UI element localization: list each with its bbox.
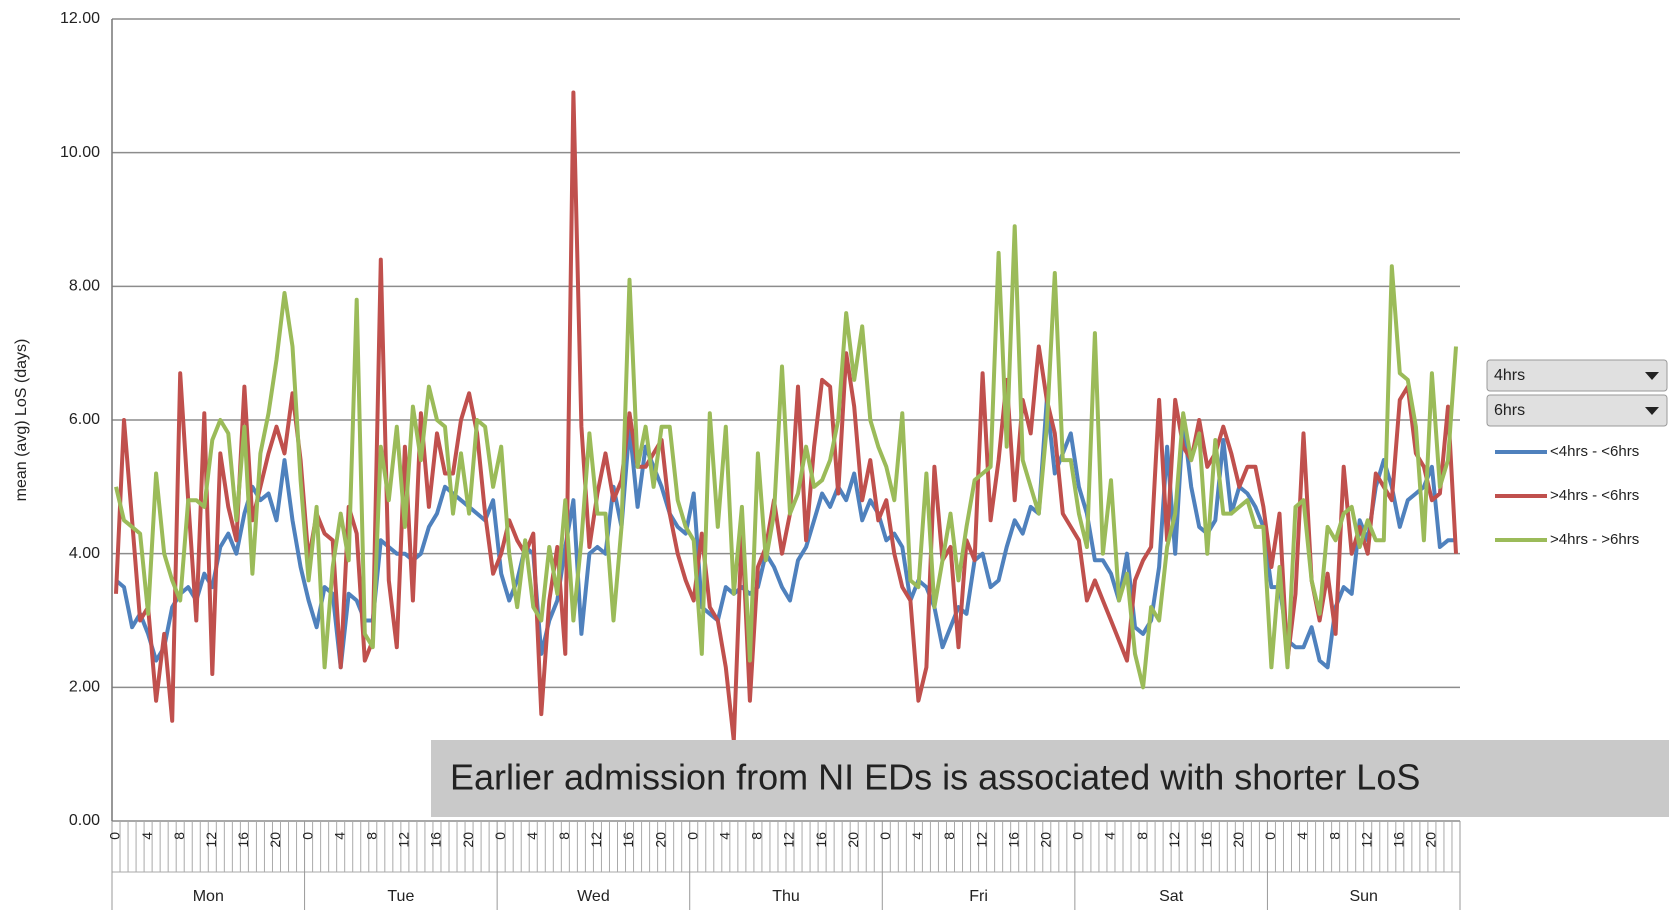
- x-tick-label: 4: [1294, 832, 1310, 840]
- x-tick-label: 20: [1230, 832, 1246, 848]
- x-tick-label: 8: [363, 832, 379, 840]
- x-tick-label: 0: [877, 832, 893, 840]
- x-tick-label: 4: [717, 832, 733, 840]
- x-tick-label: 12: [203, 832, 219, 848]
- day-label: Mon: [193, 888, 224, 905]
- x-tick-label: 12: [973, 832, 989, 848]
- series-line: [114, 224, 1458, 690]
- day-label: Thu: [772, 888, 800, 905]
- legend-label: >4hrs - >6hrs: [1550, 531, 1639, 548]
- x-tick-label: 8: [941, 832, 957, 840]
- x-tick-label: 20: [267, 832, 283, 848]
- x-tick-label: 12: [1358, 832, 1374, 848]
- filter-label: 4hrs: [1494, 367, 1525, 384]
- x-tick-label: 8: [1326, 832, 1342, 840]
- x-tick-label: 8: [749, 832, 765, 840]
- day-label: Sun: [1349, 888, 1377, 905]
- y-tick-label: 12.00: [60, 10, 100, 27]
- y-tick-label: 10.00: [60, 144, 100, 161]
- day-label: Sat: [1159, 888, 1184, 905]
- x-tick-label: 4: [909, 832, 925, 840]
- filter-label: 6hrs: [1494, 402, 1525, 419]
- x-tick-label: 4: [524, 832, 540, 840]
- x-tick-label: 4: [1102, 832, 1118, 840]
- x-tick-label: 4: [139, 832, 155, 840]
- x-tick-label: 16: [428, 832, 444, 848]
- day-label: Tue: [387, 888, 414, 905]
- dropdown-arrow: [1645, 372, 1659, 380]
- y-tick-label: 6.00: [69, 411, 100, 428]
- x-tick-label: 8: [171, 832, 187, 840]
- x-tick-label: 4: [331, 832, 347, 840]
- legend-label: <4hrs - <6hrs: [1550, 443, 1639, 460]
- annotation-box: [431, 740, 1669, 817]
- y-tick-label: 0.00: [69, 812, 100, 829]
- x-tick-label: 12: [781, 832, 797, 848]
- series-line: [114, 90, 1458, 743]
- x-tick-label: 0: [492, 832, 508, 840]
- day-label: Wed: [577, 888, 610, 905]
- x-tick-label: 16: [813, 832, 829, 848]
- x-tick-label: 0: [1262, 832, 1278, 840]
- x-tick-label: 12: [1166, 832, 1182, 848]
- x-tick-label: 16: [235, 832, 251, 848]
- x-tick-label: 0: [107, 832, 123, 840]
- x-tick-label: 0: [1070, 832, 1086, 840]
- y-tick-label: 8.00: [69, 278, 100, 295]
- filter-dropdown[interactable]: [1486, 394, 1668, 427]
- x-tick-label: 16: [620, 832, 636, 848]
- legend-label: >4hrs - <6hrs: [1550, 487, 1639, 504]
- x-tick-label: 16: [1391, 832, 1407, 848]
- x-tick-label: 12: [396, 832, 412, 848]
- x-tick-label: 20: [460, 832, 476, 848]
- x-tick-label: 20: [1423, 832, 1439, 848]
- x-tick-label: 12: [588, 832, 604, 848]
- x-tick-label: 20: [845, 832, 861, 848]
- x-tick-label: 8: [1134, 832, 1150, 840]
- x-tick-label: 8: [556, 832, 572, 840]
- y-axis-label: mean (avg) LoS (days): [13, 339, 30, 502]
- y-tick-label: 2.00: [69, 679, 100, 696]
- x-tick-label: 16: [1198, 832, 1214, 848]
- dropdown-arrow: [1645, 407, 1659, 415]
- filter-dropdown[interactable]: [1486, 359, 1668, 392]
- x-tick-label: 16: [1005, 832, 1021, 848]
- x-tick-label: 20: [1037, 832, 1053, 848]
- x-tick-label: 0: [299, 832, 315, 840]
- day-label: Fri: [969, 888, 988, 905]
- annotation: Earlier admission from NI EDs is associa…: [450, 757, 1420, 798]
- x-tick-label: 20: [652, 832, 668, 848]
- y-tick-label: 4.00: [69, 545, 100, 562]
- x-tick-label: 0: [684, 832, 700, 840]
